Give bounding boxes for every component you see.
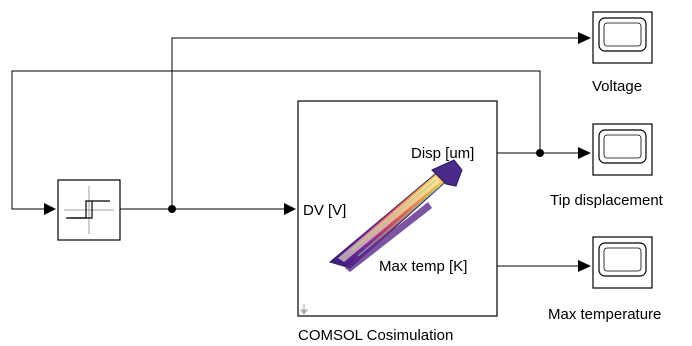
scope-tip-block[interactable] bbox=[592, 123, 653, 176]
scope-icon bbox=[598, 17, 647, 52]
cosim-port-disp: Disp [um] bbox=[411, 145, 475, 162]
relay-block[interactable] bbox=[57, 179, 121, 241]
scope-voltage-block[interactable] bbox=[592, 11, 653, 64]
cosim-block[interactable] bbox=[297, 100, 498, 317]
cosim-port-dv: DV [V] bbox=[303, 202, 347, 219]
arrow-voltage-scope bbox=[578, 32, 591, 44]
relay-hysteresis-icon bbox=[64, 186, 114, 234]
scope-voltage-caption[interactable]: Voltage bbox=[592, 78, 643, 95]
arrow-temp-scope bbox=[578, 260, 591, 272]
branch-point-disp bbox=[536, 149, 544, 157]
signal-lines bbox=[11, 37, 578, 267]
scope-icon bbox=[598, 242, 647, 277]
arrow-tip-scope bbox=[578, 147, 591, 159]
feedback-line[interactable] bbox=[11, 70, 541, 210]
scope-icon bbox=[598, 129, 647, 164]
cosim-port-max-temp: Max temp [K] bbox=[379, 258, 468, 275]
branch-point-relay bbox=[168, 205, 176, 213]
scope-tip-caption[interactable]: Tip displacement bbox=[550, 192, 663, 209]
scope-temp-block[interactable] bbox=[592, 236, 653, 289]
cosim-caption[interactable]: COMSOL Cosimulation bbox=[298, 327, 454, 344]
library-link-icon bbox=[300, 304, 308, 315]
arrow-relay-in bbox=[44, 203, 56, 215]
beam-deformation-icon bbox=[328, 159, 463, 272]
voltage-branch-line[interactable] bbox=[171, 37, 578, 209]
arrow-cosim-in bbox=[284, 203, 296, 215]
arrowheads bbox=[44, 32, 591, 272]
scope-temp-caption[interactable]: Max temperature bbox=[548, 306, 662, 323]
